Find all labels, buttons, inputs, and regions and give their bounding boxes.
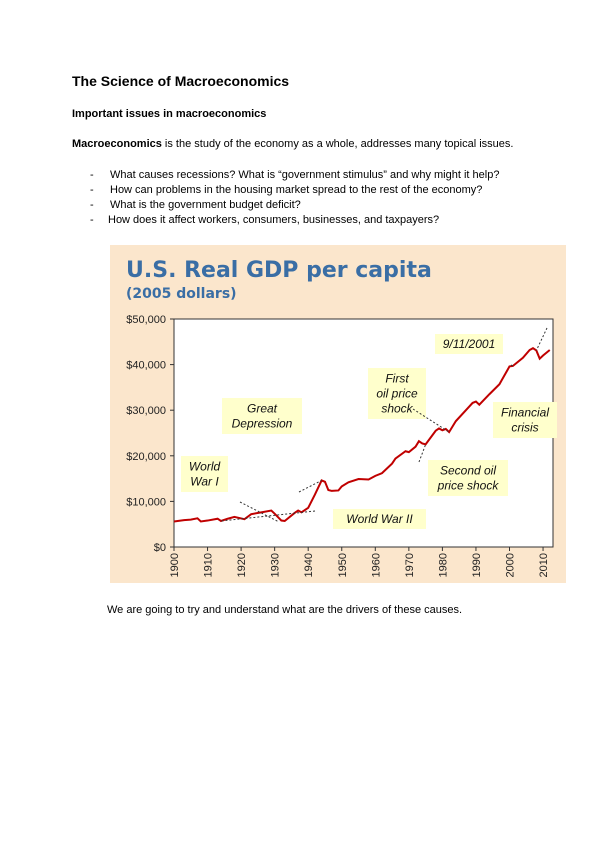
list-item: - How can problems in the housing market … <box>90 184 482 196</box>
callout-leader-line <box>298 479 322 493</box>
x-tick-label: 2000 <box>505 553 517 577</box>
callout-label: oil price <box>376 387 418 401</box>
x-tick-label: 1980 <box>437 553 449 577</box>
y-tick-label: $0 <box>154 542 166 554</box>
y-tick-label: $10,000 <box>126 496 166 508</box>
callout-box <box>428 460 508 496</box>
intro-bold-term: Macroeconomics <box>72 138 162 150</box>
callout-label: War I <box>190 475 219 489</box>
x-tick-label: 1960 <box>370 553 382 577</box>
x-tick-label: 2010 <box>538 553 550 577</box>
list-item-text: What causes recessions? What is “governm… <box>110 169 500 181</box>
intro-paragraph: Macroeconomics is the study of the econo… <box>72 138 513 150</box>
callout-box <box>368 368 426 419</box>
x-tick-label: 1920 <box>236 553 248 577</box>
callout-label: Second oil <box>440 464 496 478</box>
list-item: - What causes recessions? What is “govern… <box>90 169 499 181</box>
callout-label: World War II <box>346 512 413 526</box>
section-heading: Important issues in macroeconomics <box>72 108 267 120</box>
chart-title: U.S. Real GDP per capita <box>126 258 432 283</box>
list-item: - How does it affect workers, consumers, … <box>90 214 439 226</box>
bullet-marker: - <box>90 169 94 181</box>
x-tick-label: 1970 <box>404 553 416 577</box>
bullet-marker: - <box>90 214 94 226</box>
bullet-marker: - <box>90 184 94 196</box>
callout-label: Depression <box>232 417 293 431</box>
y-tick-label: $40,000 <box>126 360 166 372</box>
callout-box <box>435 334 503 354</box>
x-tick-label: 1940 <box>303 553 315 577</box>
callout-label: shock <box>381 402 413 416</box>
callout-label: World <box>189 460 221 474</box>
callout-box <box>181 456 228 492</box>
callout-leader-line <box>412 408 450 433</box>
callout-leader-line <box>535 327 548 351</box>
y-tick-label: $20,000 <box>126 451 166 463</box>
callout-leader-line <box>510 364 514 367</box>
x-tick-label: 1930 <box>270 553 282 577</box>
x-tick-label: 1950 <box>337 553 349 577</box>
callout-label: price shock <box>437 479 500 493</box>
callout-label: crisis <box>511 421 538 435</box>
callout-label: Great <box>247 402 278 416</box>
callout-box <box>333 509 426 529</box>
callout-box <box>222 398 302 434</box>
callout-label: First <box>385 372 409 386</box>
callout-leader-line <box>418 444 427 463</box>
callout-box <box>493 402 557 438</box>
page-title: The Science of Macroeconomics <box>72 73 290 89</box>
callout-leader-line <box>239 501 279 522</box>
x-tick-label: 1900 <box>169 553 181 577</box>
gdp-chart: U.S. Real GDP per capita (2005 dollars) … <box>110 245 566 583</box>
list-item-text: How does it affect workers, consumers, b… <box>108 214 440 226</box>
y-tick-label: $30,000 <box>126 405 166 417</box>
closing-paragraph: We are going to try and understand what … <box>107 604 463 616</box>
chart-subtitle: (2005 dollars) <box>126 286 237 302</box>
list-item-text: How can problems in the housing market s… <box>110 184 483 196</box>
x-tick-label: 1990 <box>471 553 483 577</box>
y-tick-label: $50,000 <box>126 314 166 326</box>
callout-label: 9/11/2001 <box>443 337 496 351</box>
callout-label: Financial <box>501 406 549 420</box>
list-item-text: What is the government budget deficit? <box>110 199 301 211</box>
x-tick-label: 1910 <box>203 553 215 577</box>
list-item: - What is the government budget deficit? <box>90 199 301 211</box>
bullet-marker: - <box>90 199 94 211</box>
intro-text: is the study of the economy as a whole, … <box>161 138 514 150</box>
